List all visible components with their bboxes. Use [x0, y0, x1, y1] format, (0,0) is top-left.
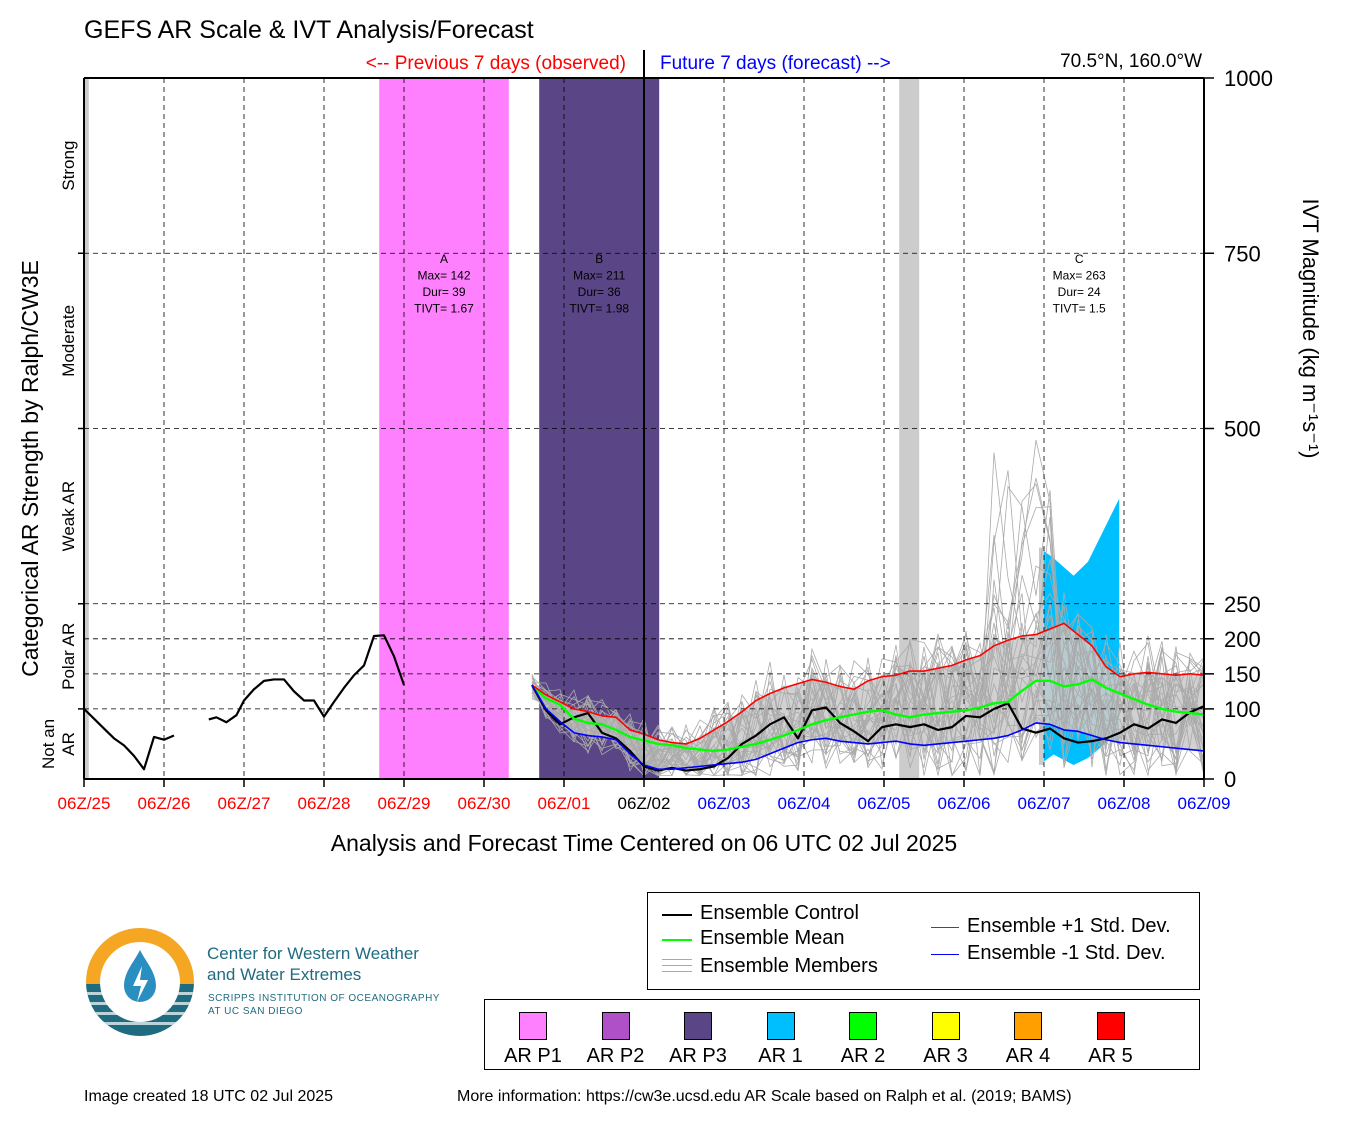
- ar-event-C-label-2: Dur= 24: [1058, 285, 1101, 299]
- ar-scale-label-1: AR P2: [586, 1045, 645, 1067]
- legend-members-swatch-2: [662, 965, 692, 966]
- category-label-0-0: Not an: [39, 719, 58, 769]
- y-tick-label-100: 100: [1224, 697, 1261, 722]
- ar-scale-swatch-4: [849, 1012, 877, 1040]
- category-label-4-0: Strong: [59, 141, 78, 191]
- ar-event-A-label-3: TIVT= 1.67: [414, 302, 474, 316]
- legend-members-swatch-3: [662, 971, 692, 972]
- x-tick-label-7: 06Z/02: [618, 794, 671, 813]
- series-ensemble-control-segment-0: [83, 708, 175, 771]
- ar-event-C-label-0: C: [1075, 252, 1084, 266]
- ar-scale-label-2: AR P3: [669, 1045, 727, 1067]
- ar-event-B-label-2: Dur= 36: [578, 285, 621, 299]
- logo-sub-line2: AT UC SAN DIEGO: [208, 1006, 303, 1017]
- x-tick-label-9: 06Z/04: [778, 794, 831, 813]
- category-label-1-0: Polar AR: [59, 623, 78, 690]
- legend-minus-std-label: Ensemble -1 Std. Dev.: [967, 942, 1166, 964]
- ar-event-A-label-0: A: [440, 252, 448, 266]
- y-tick-label-200: 200: [1224, 627, 1261, 652]
- x-tick-label-12: 06Z/07: [1018, 794, 1071, 813]
- category-label-0-1: AR: [59, 732, 78, 756]
- footer-created: Image created 18 UTC 02 Jul 2025: [84, 1088, 334, 1105]
- chart-title: GEFS AR Scale & IVT Analysis/Forecast: [84, 16, 534, 44]
- legend-members-swatch-1: [662, 959, 692, 960]
- ar-event-C-label-3: TIVT= 1.5: [1053, 302, 1106, 316]
- y-tick-label-150: 150: [1224, 662, 1261, 687]
- footer-more-info: More information: https://cw3e.ucsd.edu …: [457, 1088, 1072, 1105]
- x-axis-title: Analysis and Forecast Time Centered on 0…: [331, 830, 957, 856]
- ar-scale-swatch-3: [766, 1012, 795, 1040]
- legend-plus-std-label: Ensemble +1 Std. Dev.: [967, 915, 1171, 937]
- ar-scale-label-5: AR 3: [923, 1045, 968, 1067]
- y-tick-label-750: 750: [1224, 241, 1261, 266]
- legend-mean-swatch: [662, 939, 692, 941]
- x-tick-label-10: 06Z/05: [858, 794, 911, 813]
- y-axis-title-left: Categorical AR Strength by Ralph/CW3E: [17, 260, 43, 677]
- x-tick-label-11: 06Z/06: [938, 794, 991, 813]
- ar-scale-label-4: AR 2: [840, 1045, 886, 1067]
- ar-scale-label-3: AR 1: [758, 1045, 803, 1067]
- legend-mean-label: Ensemble Mean: [700, 927, 845, 949]
- logo-sub-line1: SCRIPPS INSTITUTION OF OCEANOGRAPHY: [208, 993, 440, 1004]
- ar-scale-swatch-0: [519, 1012, 547, 1040]
- x-tick-label-0: 06Z/25: [58, 794, 111, 813]
- ar-scale-label-6: AR 4: [1005, 1045, 1051, 1067]
- logo-name-line2: and Water Extremes: [207, 965, 362, 984]
- y-tick-label-1000: 1000: [1224, 66, 1273, 91]
- x-tick-label-6: 06Z/01: [538, 794, 591, 813]
- legend-minus-std-swatch: [931, 954, 959, 955]
- x-tick-label-1: 06Z/26: [138, 794, 191, 813]
- ar-event-B-label-1: Max= 211: [573, 269, 625, 283]
- ar-scale-swatch-5: [931, 1012, 960, 1040]
- category-label-2-0: Weak AR: [59, 481, 78, 552]
- legend-plus-std-swatch: [931, 927, 959, 928]
- ar-event-B-label-0: B: [595, 252, 603, 266]
- y-axis-title-right: IVT Magnitude (kg m⁻¹s⁻¹): [1298, 199, 1323, 459]
- ar-event-B-label-3: TIVT= 1.98: [569, 302, 629, 316]
- x-tick-label-14: 06Z/09: [1178, 794, 1231, 813]
- x-tick-label-13: 06Z/08: [1098, 794, 1151, 813]
- x-tick-label-5: 06Z/30: [458, 794, 511, 813]
- y-tick-label-500: 500: [1224, 417, 1261, 442]
- legend: Ensemble Control Ensemble Mean Ensemble …: [647, 892, 1200, 990]
- cw3e-logo-icon: [86, 928, 194, 1036]
- ar-scale-swatch-7: [1096, 1012, 1125, 1040]
- location-label: 70.5°N, 160.0°W: [1060, 51, 1202, 72]
- ar-scale-legend: AR P1 AR P2 AR P3 AR 1 AR 2 AR 3 AR 4 AR 5: [484, 999, 1200, 1070]
- ar-scale-label-7: AR 5: [1088, 1045, 1133, 1067]
- category-label-3-0: Moderate: [59, 305, 78, 377]
- x-tick-label-3: 06Z/28: [298, 794, 351, 813]
- y-tick-label-0: 0: [1224, 767, 1236, 792]
- logo-name-line1: Center for Western Weather: [207, 944, 419, 963]
- x-tick-label-4: 06Z/29: [378, 794, 431, 813]
- series-ensemble-control-segment-1: [208, 634, 406, 724]
- ar-scale-swatch-2: [684, 1012, 712, 1040]
- ar-event-A-label-1: Max= 142: [417, 269, 470, 283]
- x-tick-label-2: 06Z/27: [218, 794, 271, 813]
- x-tick-label-8: 06Z/03: [698, 794, 751, 813]
- ar-event-C-label-1: Max= 263: [1053, 269, 1106, 283]
- previous-days-label: <-- Previous 7 days (observed): [366, 53, 626, 74]
- ar-event-A-label-2: Dur= 39: [422, 285, 465, 299]
- y-tick-label-250: 250: [1224, 592, 1261, 617]
- legend-members-label: Ensemble Members: [700, 955, 878, 977]
- ar-scale-swatch-1: [601, 1012, 630, 1040]
- future-days-label: Future 7 days (forecast) -->: [660, 53, 891, 74]
- ar-scale-label-0: AR P1: [504, 1045, 562, 1067]
- ar-scale-swatch-6: [1014, 1012, 1042, 1040]
- legend-control-swatch: [662, 914, 692, 916]
- legend-control-label: Ensemble Control: [700, 902, 859, 924]
